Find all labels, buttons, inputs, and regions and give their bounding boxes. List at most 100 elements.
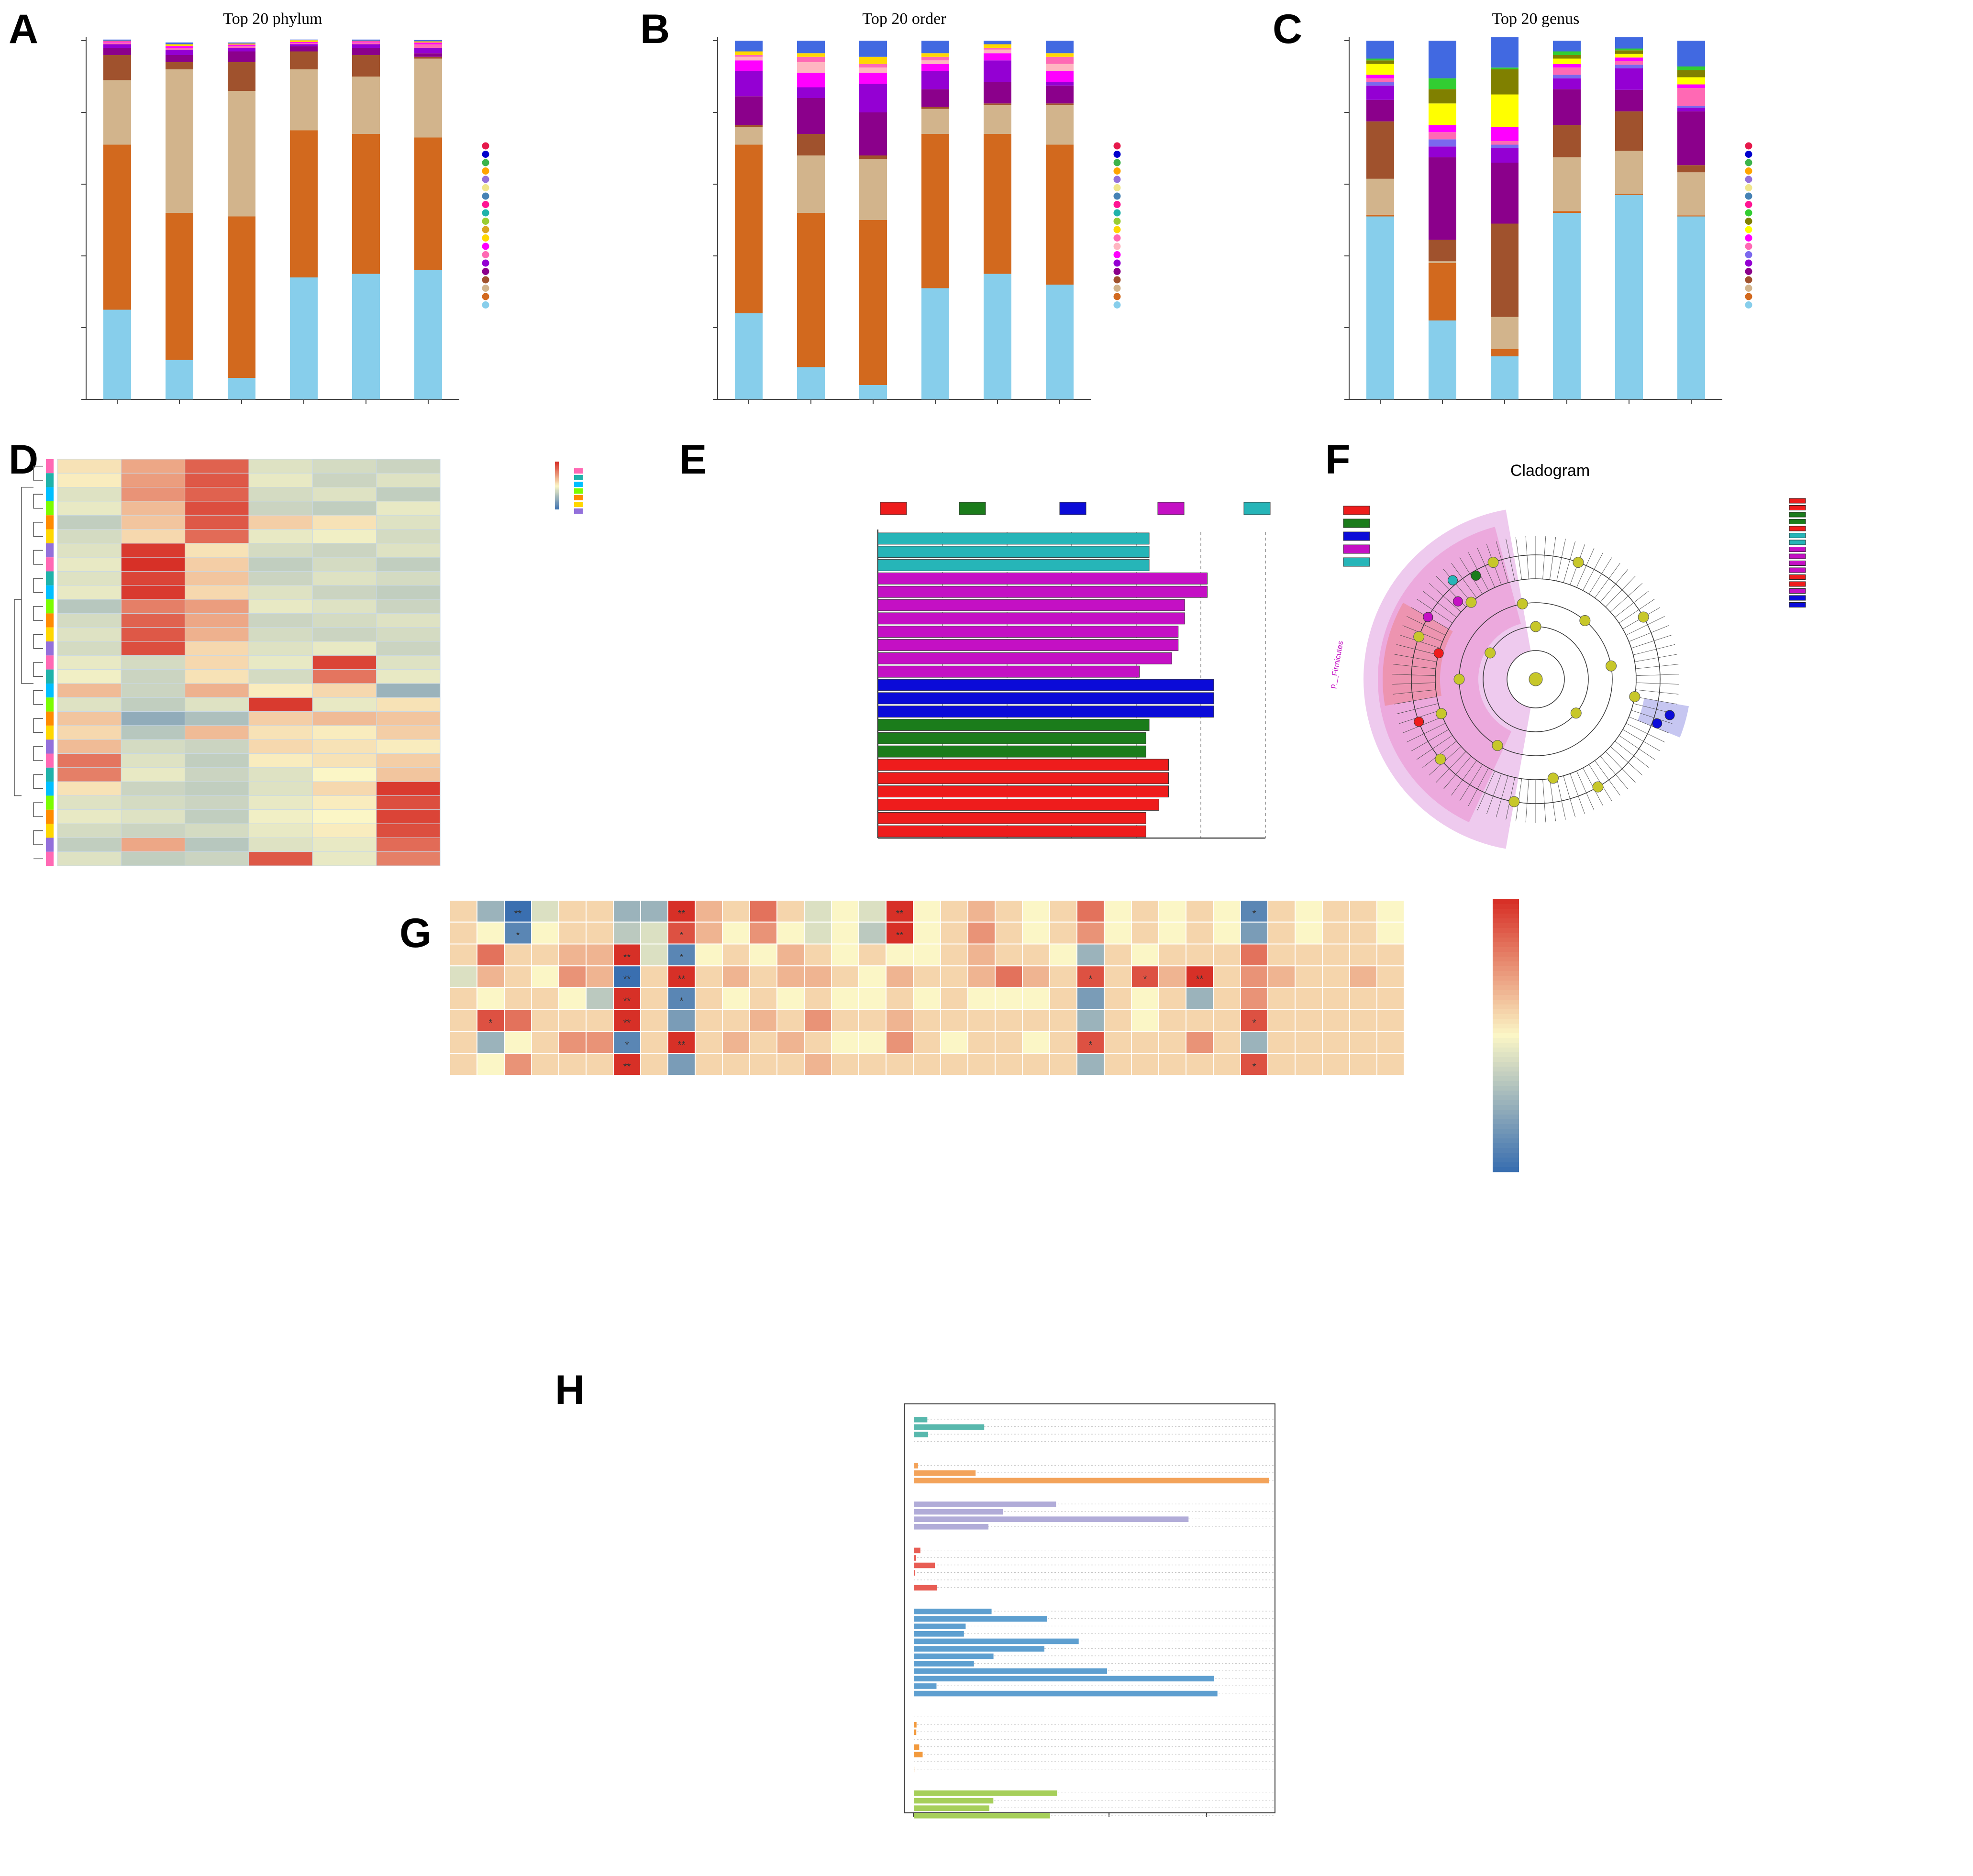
lda-bar-f-clostridia-ucg-014 bbox=[877, 559, 1150, 571]
kegg-bar-transcription bbox=[914, 1509, 1003, 1515]
corr-cell-tc-lachnospiraceae-nk4a136-group bbox=[776, 900, 805, 923]
dendrogram-branch bbox=[33, 690, 43, 705]
corr-cell-ldl-c-rf39 bbox=[858, 965, 887, 988]
corr-cell-mda-rf39 bbox=[858, 1031, 887, 1054]
scale-step bbox=[555, 474, 559, 475]
clado-branch bbox=[1506, 539, 1515, 581]
heatmap-cell-muribaculum-mbp-m bbox=[312, 753, 377, 768]
heatmap-cell-dubosiella-mbp-l bbox=[248, 571, 313, 586]
heatmap-cell-oscillibacter-dm bbox=[121, 529, 186, 544]
corr-cell-cat-clostridium-innocuum-group bbox=[1322, 987, 1350, 1010]
bar-segment-mbp-m-unidentifie bbox=[352, 48, 380, 55]
significance-mark: ** bbox=[678, 1040, 686, 1050]
corr-cell-mda-gca-900066575 bbox=[1349, 1031, 1377, 1054]
heatmap-cell-muribaculum-mbp-l bbox=[248, 753, 313, 768]
heatmap-cell-unidentified-lachnospiraceae-mbp-h bbox=[376, 599, 441, 614]
legend-swatch-chloroflexi bbox=[482, 201, 489, 208]
bar-segment-nc-bacteroidota bbox=[103, 144, 131, 310]
kegg-bar-folding-sorting-and-degradation bbox=[914, 1524, 989, 1530]
legend-swatch-akkermansia bbox=[1745, 276, 1752, 284]
heatmap-cell-parabacteroides-mbp-m bbox=[312, 739, 377, 754]
bar-segment-mbp-m-lachnospira bbox=[984, 82, 1011, 104]
clado-branch bbox=[1515, 537, 1522, 580]
lda-bar-o-pseudomonadales bbox=[877, 706, 1214, 718]
corr-cell-cat-alistipes bbox=[640, 987, 668, 1010]
bar-segment-nc-burkholderi bbox=[735, 51, 763, 55]
clado-branch bbox=[1634, 696, 1677, 705]
bar-segment-mbp-l-bacteroidal bbox=[921, 134, 949, 288]
corr-cell-tc-coprobacillus bbox=[1376, 900, 1405, 923]
heatmap-cell-unidentified-lachnospiraceae-mbp-m bbox=[312, 599, 377, 614]
corr-cell-sod-lachnospiraceae-ucg-006 bbox=[1267, 1053, 1296, 1076]
corr-cell-ldl-c-romboutsia bbox=[531, 965, 559, 988]
corr-cell-gsh-px-coprobacillus bbox=[1376, 1009, 1405, 1032]
heatmap-cell-parasutterella-met bbox=[185, 515, 249, 530]
corr-cell-mda-eubacterium-coprostanoligenes-group bbox=[558, 1031, 587, 1054]
heatmap-cell-alistipes-mbp-l bbox=[248, 655, 313, 670]
corr-cell-cat-helicobacter bbox=[1240, 987, 1268, 1010]
phylum-strip-19 bbox=[46, 725, 54, 740]
bar-segment-mbp-l-actinobacto bbox=[290, 42, 318, 44]
corr-cell-cat-prevotellaceae-ucg-001 bbox=[1158, 987, 1186, 1010]
corr-cell-ldl-c-lachnospiraceae-ucg-006 bbox=[1267, 965, 1296, 988]
bar-segment-mbp-m-alistipes bbox=[1615, 68, 1643, 90]
lda-legend-swatch-mbp-m bbox=[1059, 502, 1086, 515]
scale-step bbox=[555, 478, 559, 480]
corr-cell-cat-muribaculum bbox=[804, 987, 832, 1010]
corr-cell-cat-lactobacillus bbox=[749, 987, 777, 1010]
corr-cell-gsh-px-prevotella bbox=[1104, 1009, 1132, 1032]
kegg-bar-nervous-system bbox=[914, 1722, 917, 1728]
heatmap-cell-prevotellaceae-ucg-001-met bbox=[185, 487, 249, 502]
clado-key-swatch-8 bbox=[1789, 553, 1806, 559]
corr-cell-hdl-c-parasutterella bbox=[695, 943, 723, 967]
legend-swatch-fusobacteri bbox=[482, 192, 489, 200]
clado-branch bbox=[1392, 682, 1436, 684]
bar-segment-mbp-h-desulfobact bbox=[414, 48, 442, 54]
clado-branch bbox=[1417, 598, 1453, 623]
dendrogram-branch bbox=[33, 774, 43, 789]
clado-key-swatch-10 bbox=[1789, 567, 1806, 573]
clado-branch bbox=[1542, 779, 1546, 823]
heatmap-cell-clostridium-sensu-stricto-1-mbp-l bbox=[248, 627, 313, 642]
corr-cell-tc-bilophila bbox=[967, 900, 996, 923]
significance-mark: * bbox=[1253, 908, 1256, 919]
significance-mark: ** bbox=[623, 996, 631, 1006]
heatmap-cell-erysipelatoclostridium-met bbox=[185, 851, 249, 866]
bar-segment-met-lactobacill bbox=[859, 64, 887, 68]
colorbar-step bbox=[1493, 1076, 1519, 1081]
lda-legend-swatch-nc bbox=[1243, 502, 1271, 515]
corr-cell-sod-bilophila bbox=[967, 1053, 996, 1076]
bar-segment-mbp-h-lachnospira bbox=[1677, 77, 1705, 85]
panel-letter-a: A bbox=[9, 6, 38, 52]
corr-cell-cat-parabacteroides bbox=[831, 987, 859, 1010]
bar-segment-mbp-m-colidextrib bbox=[1615, 50, 1643, 54]
heatmap-cell-lachnospiraceae-nk4a136-group-mbp-l bbox=[248, 473, 313, 488]
bar-segment-nc-campylobact bbox=[103, 41, 131, 42]
corr-cell-sod-prevotella bbox=[1104, 1053, 1132, 1076]
clado-branch bbox=[1443, 756, 1472, 790]
corr-cell-ldl-c-muribaculum bbox=[804, 965, 832, 988]
heatmap-cell-lachnoclostridium-nc bbox=[57, 501, 122, 516]
bar-segment-mbp-h-other bbox=[1046, 41, 1074, 54]
corr-cell-mda-akkermansia bbox=[913, 1031, 941, 1054]
colorbar-step bbox=[1493, 1167, 1519, 1172]
heatmap-cell-prevotellaceae-ucg-001-mbp-h bbox=[376, 487, 441, 502]
corr-cell-hdl-c-candidatus-saccharimonas bbox=[1213, 943, 1241, 967]
bar-segment-mbp-h-burkholderi bbox=[1046, 53, 1074, 57]
colorbar-step bbox=[1493, 1009, 1519, 1015]
corr-cell-sod-alloprevotella bbox=[504, 1053, 532, 1076]
bar-segment-nc-firmicutes bbox=[103, 80, 131, 145]
clado-node-2 bbox=[1606, 660, 1617, 672]
colorbar-step bbox=[1493, 1158, 1519, 1163]
clado-node-7 bbox=[1413, 631, 1425, 642]
kegg-bar-metabolism-of-other-amino-acids bbox=[914, 1631, 964, 1637]
corr-cell-hdl-c-lachnospiraceae-ucg-006 bbox=[1267, 943, 1296, 967]
legend-swatch-campylobact bbox=[482, 234, 489, 242]
bar-segment-met-desulfobact bbox=[228, 48, 255, 52]
legend-swatch-peptostrept bbox=[1113, 276, 1121, 284]
heatmap-cell-bacteroides-mbp-m bbox=[312, 837, 377, 852]
legend-swatch-clostridium bbox=[1745, 176, 1752, 183]
bar-segment-mbp-m-bacteroidota bbox=[352, 134, 380, 274]
corr-cell-gsh-px-eubacterium-coprostanoligenes-group bbox=[558, 1009, 587, 1032]
corr-cell-hdl-c-lactobacillus bbox=[749, 943, 777, 967]
